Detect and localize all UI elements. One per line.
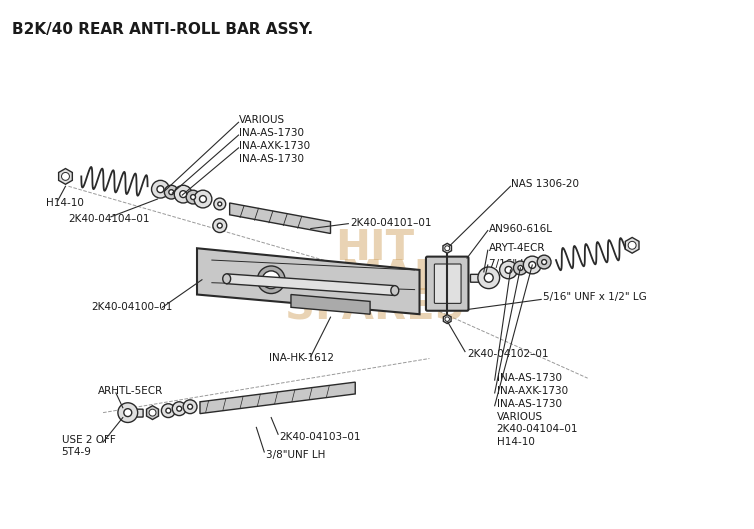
Circle shape — [172, 402, 186, 416]
Text: INA-AS-1730: INA-AS-1730 — [497, 399, 562, 409]
Circle shape — [62, 172, 69, 180]
FancyBboxPatch shape — [127, 409, 143, 417]
Text: 2K40-04103–01: 2K40-04103–01 — [279, 432, 360, 442]
Circle shape — [478, 267, 500, 289]
Text: 2K40-04102–01: 2K40-04102–01 — [467, 349, 548, 359]
Circle shape — [152, 180, 170, 198]
Circle shape — [484, 273, 493, 282]
Polygon shape — [291, 295, 370, 314]
Circle shape — [518, 266, 523, 270]
Polygon shape — [230, 203, 330, 233]
Circle shape — [505, 267, 512, 273]
Text: 7/16" UNF: 7/16" UNF — [489, 259, 541, 269]
Polygon shape — [200, 382, 355, 414]
Circle shape — [174, 185, 192, 203]
Circle shape — [161, 404, 175, 417]
Circle shape — [188, 404, 192, 409]
Circle shape — [213, 218, 227, 233]
Polygon shape — [59, 169, 72, 184]
Text: ARYT-4ECR: ARYT-4ECR — [489, 243, 545, 253]
Circle shape — [169, 190, 173, 195]
Text: INA-AXK-1730: INA-AXK-1730 — [238, 141, 310, 151]
Ellipse shape — [391, 286, 399, 296]
Polygon shape — [146, 406, 158, 419]
Text: 5T4-9: 5T4-9 — [62, 447, 91, 457]
Circle shape — [529, 261, 536, 268]
Text: INA-AXK-1730: INA-AXK-1730 — [497, 386, 568, 396]
Text: USE 2 OFF: USE 2 OFF — [62, 435, 115, 445]
Text: H14-10: H14-10 — [46, 198, 84, 208]
Polygon shape — [197, 248, 419, 314]
Circle shape — [118, 403, 138, 423]
Polygon shape — [443, 243, 452, 253]
Circle shape — [257, 266, 285, 294]
Text: NAS 1306-20: NAS 1306-20 — [511, 179, 580, 189]
Text: 5/16" UNF x 1/2" LG: 5/16" UNF x 1/2" LG — [543, 293, 647, 303]
Polygon shape — [625, 238, 639, 253]
Circle shape — [124, 409, 132, 416]
Text: HIT: HIT — [336, 227, 415, 269]
Text: 3/8"UNF LH: 3/8"UNF LH — [266, 450, 326, 460]
Circle shape — [537, 255, 551, 269]
Circle shape — [164, 185, 178, 199]
Circle shape — [500, 261, 517, 279]
Text: INA-AS-1730: INA-AS-1730 — [497, 373, 562, 383]
Text: INA-AS-1730: INA-AS-1730 — [238, 128, 304, 138]
Circle shape — [149, 409, 156, 416]
Circle shape — [218, 202, 222, 206]
Circle shape — [523, 256, 541, 274]
Text: ARHTL-5ECR: ARHTL-5ECR — [98, 386, 164, 396]
Circle shape — [157, 186, 164, 193]
Circle shape — [445, 246, 449, 251]
Text: MAN: MAN — [341, 257, 449, 299]
Circle shape — [186, 190, 200, 204]
Circle shape — [214, 198, 225, 210]
Ellipse shape — [222, 274, 231, 284]
Circle shape — [628, 241, 636, 249]
Text: AN960-616L: AN960-616L — [489, 224, 553, 234]
Circle shape — [179, 190, 187, 197]
Circle shape — [262, 271, 280, 289]
Text: SPARES: SPARES — [285, 286, 464, 329]
FancyBboxPatch shape — [426, 257, 468, 311]
Circle shape — [166, 408, 171, 413]
Text: B2K/40 REAR ANTI-ROLL BAR ASSY.: B2K/40 REAR ANTI-ROLL BAR ASSY. — [12, 22, 313, 37]
Text: INA-HK-1612: INA-HK-1612 — [269, 353, 334, 363]
Circle shape — [217, 223, 222, 228]
Circle shape — [183, 400, 197, 414]
Text: 2K40-04100–01: 2K40-04100–01 — [91, 302, 173, 312]
Circle shape — [513, 261, 527, 275]
Text: H14-10: H14-10 — [497, 437, 535, 447]
Circle shape — [191, 195, 195, 199]
Circle shape — [176, 406, 182, 411]
Circle shape — [445, 317, 449, 321]
Circle shape — [200, 196, 207, 203]
Polygon shape — [443, 315, 451, 324]
FancyBboxPatch shape — [470, 275, 489, 282]
Text: 2K40-04104–01: 2K40-04104–01 — [69, 214, 150, 224]
Text: 2K40-04104–01: 2K40-04104–01 — [497, 424, 578, 434]
Text: INA-AS-1730: INA-AS-1730 — [238, 154, 304, 163]
FancyBboxPatch shape — [434, 264, 461, 303]
Circle shape — [541, 260, 547, 264]
Polygon shape — [227, 274, 395, 296]
Text: VARIOUS: VARIOUS — [238, 115, 285, 125]
Text: VARIOUS: VARIOUS — [497, 412, 543, 422]
Text: 2K40-04101–01: 2K40-04101–01 — [351, 217, 432, 227]
Circle shape — [194, 190, 212, 208]
